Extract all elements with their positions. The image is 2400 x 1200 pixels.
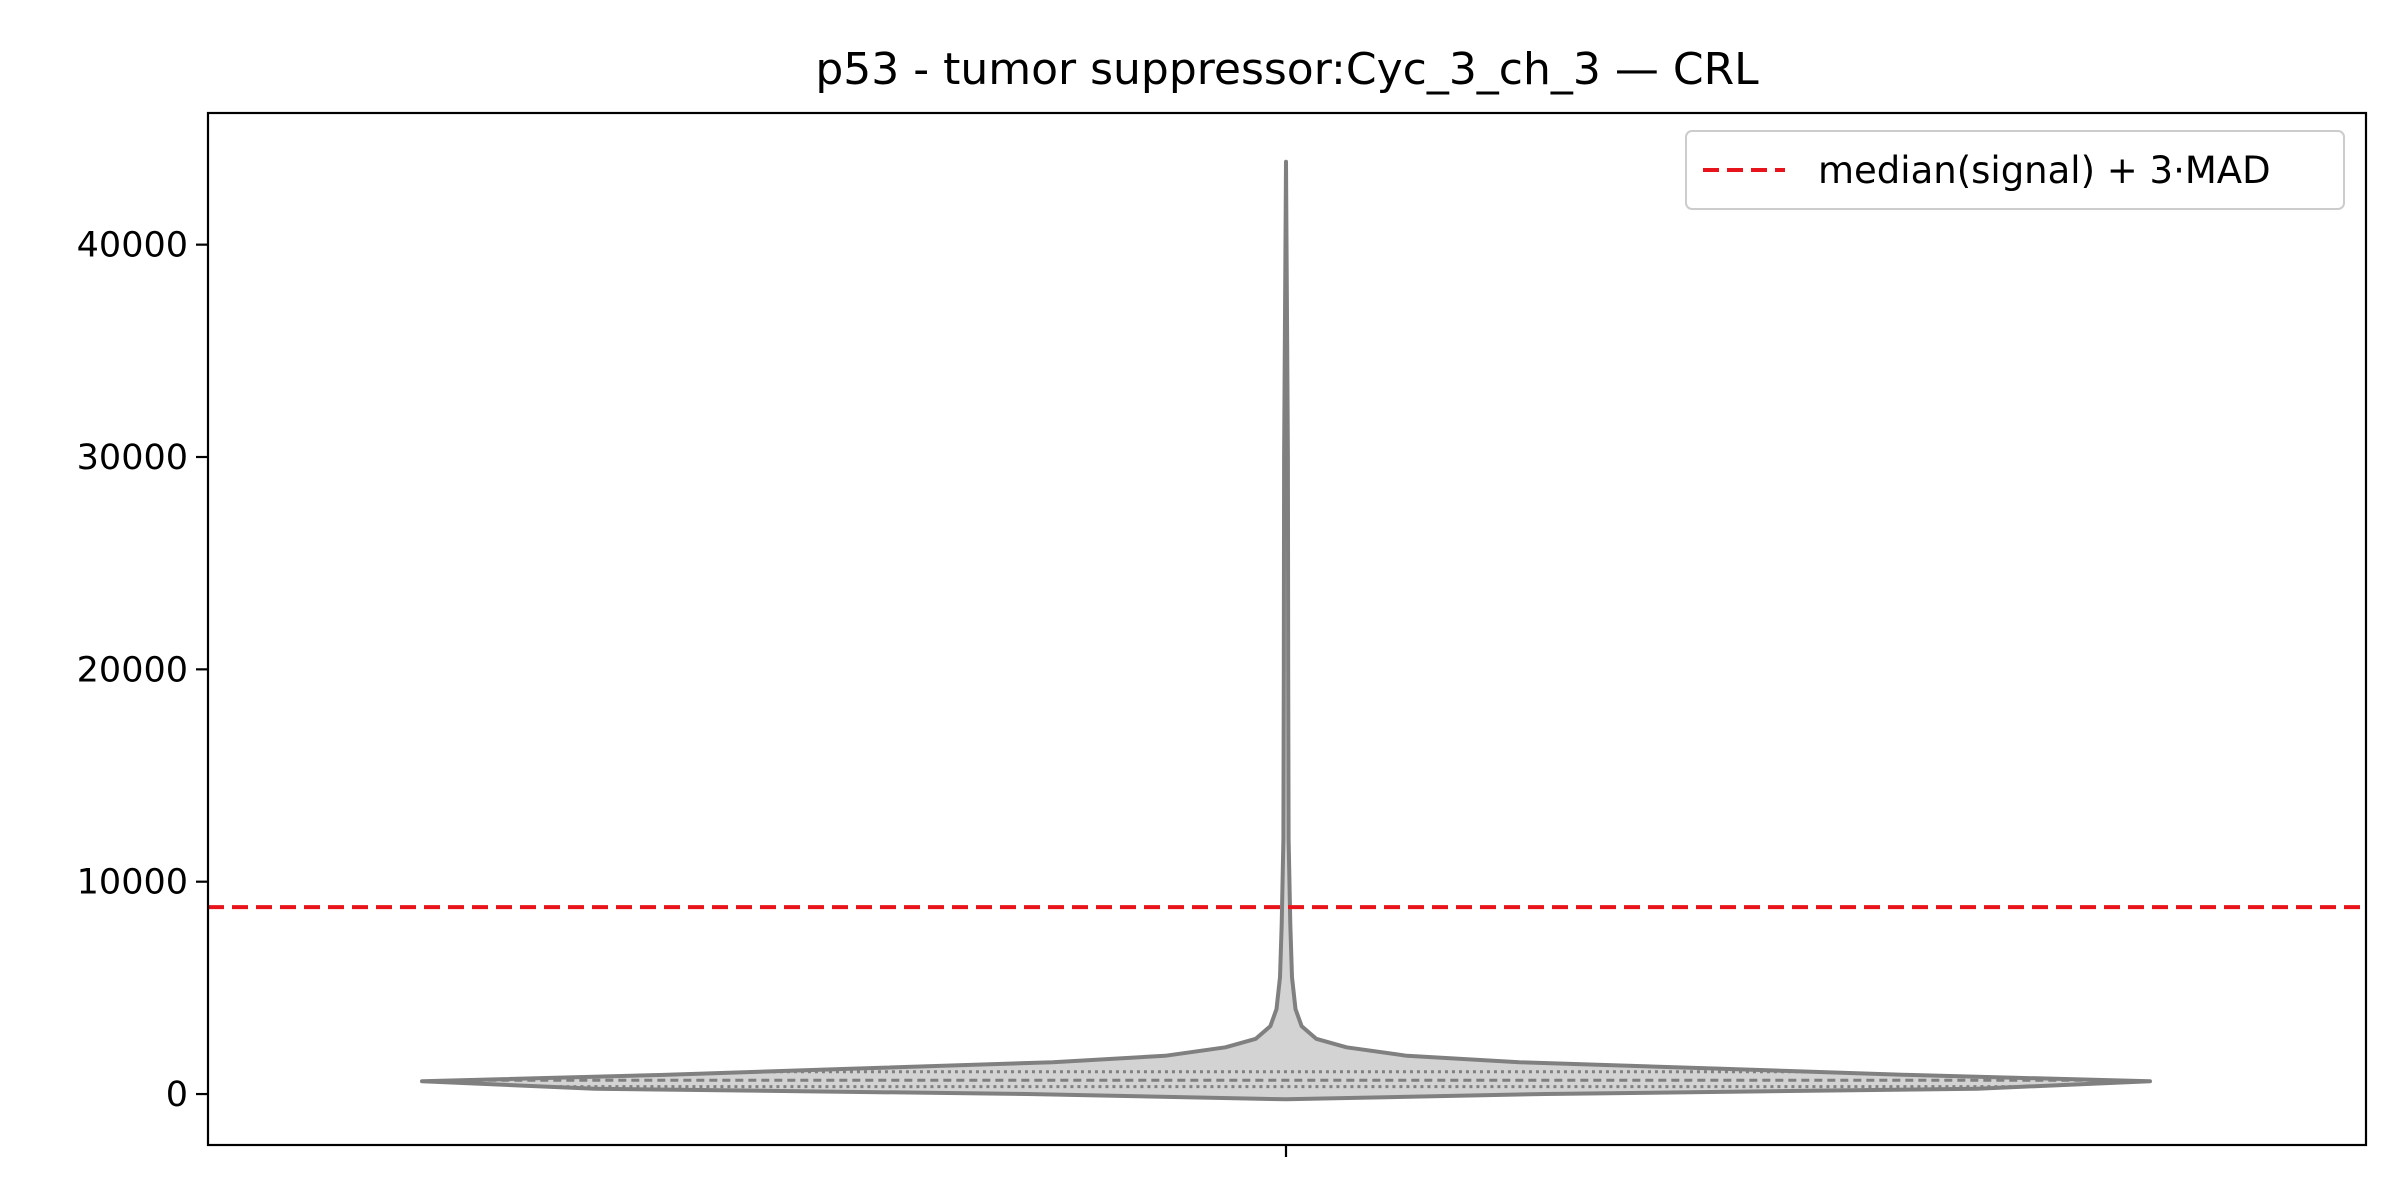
y-tick-label: 40000 <box>77 226 188 266</box>
y-tick-label: 10000 <box>77 863 188 903</box>
y-tick-label: 0 <box>166 1075 188 1115</box>
legend-box <box>1685 130 2345 210</box>
plot-area <box>206 111 2368 1147</box>
violin-layer <box>420 159 2152 1102</box>
chart-title: p53 - tumor suppressor:Cyc_3_ch_3 — CRL <box>815 44 1759 95</box>
y-tick-label: 30000 <box>77 438 188 478</box>
quartile-layer <box>462 1070 2110 1089</box>
y-tick-label: 20000 <box>77 650 188 690</box>
violin-body <box>420 159 2152 1102</box>
legend-label: median(signal) + 3·MAD <box>1818 149 2271 192</box>
y-axis: 0 10000 20000 30000 40000 <box>77 226 208 1115</box>
legend: median(signal) + 3·MAD <box>1685 130 2345 210</box>
